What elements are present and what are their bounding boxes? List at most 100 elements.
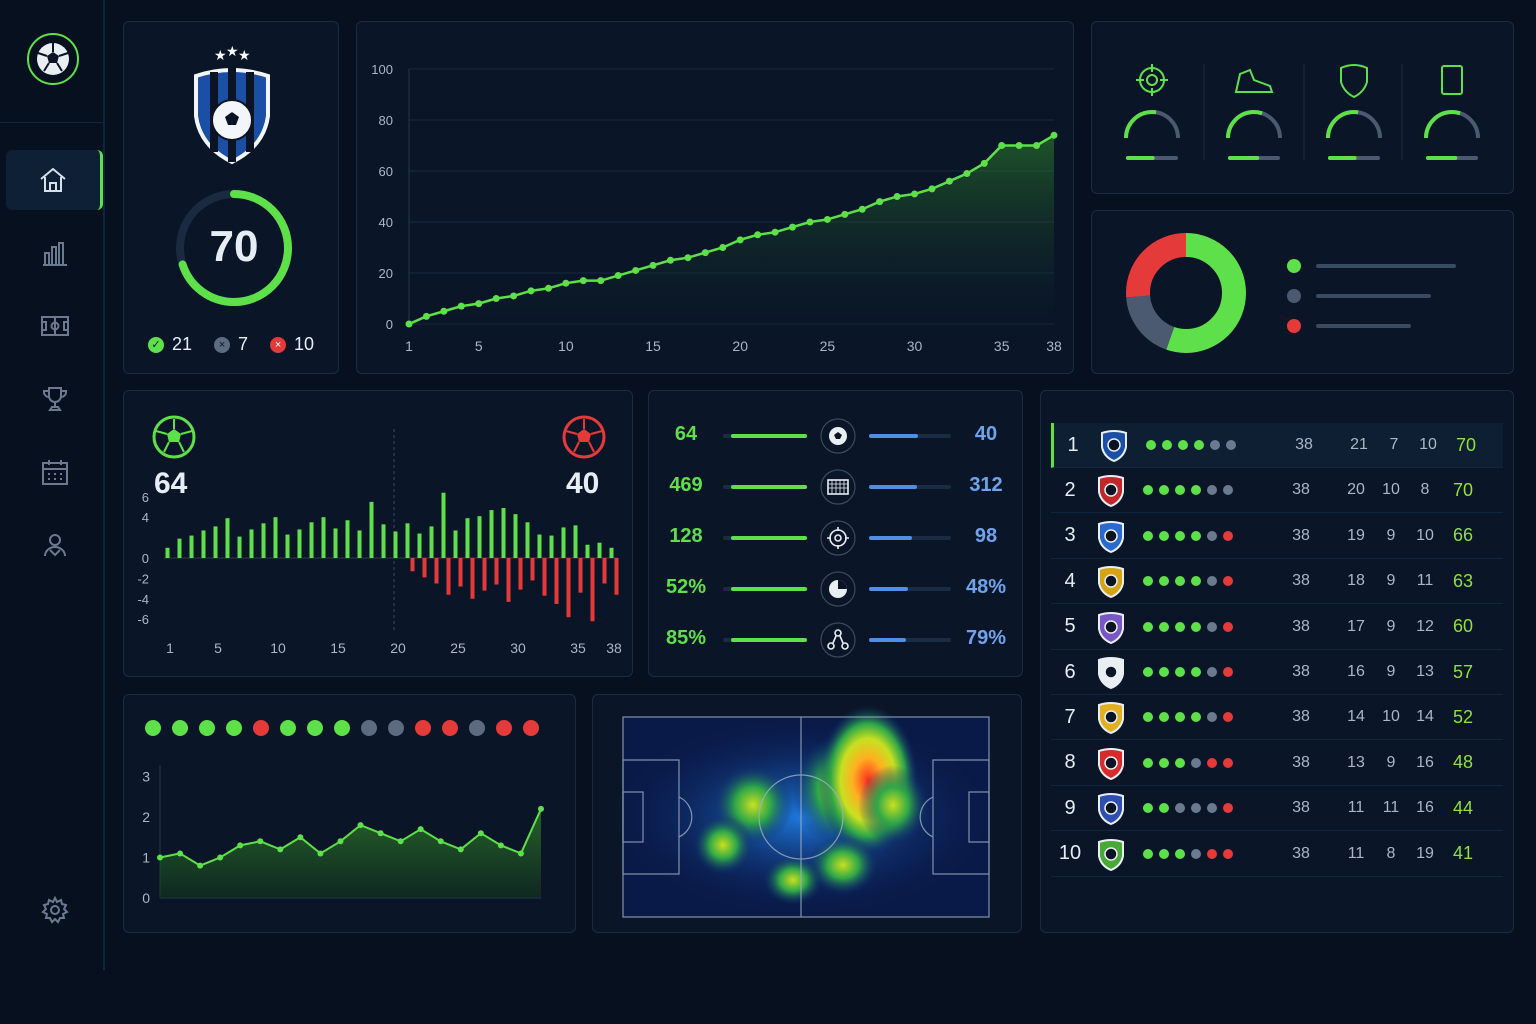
played: 38 [1292,663,1310,680]
form-result-dot [469,720,485,736]
drawn: 11 [1382,799,1400,817]
comparison-right-bar [869,434,951,438]
lost: 11 [1416,572,1434,590]
goals-against-bar [458,558,463,587]
comparison-right-value: 312 [969,474,1003,496]
table-row[interactable]: 6 38 16 9 13 57 [1051,650,1503,695]
team-crest-icon [1098,838,1124,871]
form-marker [197,862,204,869]
svg-text:★: ★ [214,47,227,63]
points-marker [649,261,657,269]
form-dot [1143,712,1153,723]
goals-for-bar [465,518,470,558]
draw-icon: × [214,336,231,353]
form-line [159,808,542,867]
comparison-right-value: 40 [974,423,998,445]
table-row[interactable]: 3 38 19 9 10 66 [1051,514,1503,559]
table-row[interactable]: 9 38 11 11 16 44 [1051,786,1503,832]
club-card: ★ ★ ★ 70 ✓ 21 × 7 × 10 [123,21,339,374]
comparison-left-fill [731,638,807,642]
nav-calendar[interactable] [6,442,103,502]
form-marker [538,805,544,812]
form-dot [1175,848,1185,859]
form-dot [1226,440,1236,450]
goals-for-bar [165,547,170,558]
nav-settings[interactable] [6,880,103,940]
form-marker [397,838,404,845]
form-dot [1210,440,1220,450]
table-row[interactable]: 4 38 18 9 11 63 [1051,559,1503,605]
nav-players[interactable] [6,515,103,575]
table-row[interactable]: 1 38 21 7 10 70 [1051,423,1503,468]
points-marker [1033,142,1041,149]
shield-icon [1340,64,1368,99]
y-tick-label: 2 [142,809,150,825]
sidebar-divider [0,122,103,123]
table-row[interactable]: 7 38 14 10 14 52 [1051,695,1503,741]
app-logo[interactable] [27,33,79,85]
form-dot [1159,485,1169,496]
x-tick-label: 10 [558,338,574,354]
x-tick-label: 20 [732,338,748,354]
recent-form [1143,576,1263,587]
form-dot [1191,621,1201,632]
x-tick-label: 38 [606,640,622,656]
y-tick-label: -2 [137,571,149,586]
goals-for-bar [477,516,482,558]
lost: 14 [1416,708,1434,726]
recent-form [1143,667,1263,677]
goals-for-bar [441,492,446,558]
nav-trophy[interactable] [6,369,103,429]
points-marker [632,266,640,274]
recent-form [1143,803,1263,814]
comparison-right-fill [869,587,909,591]
form-dot [1159,576,1169,587]
form-dot [1223,757,1233,768]
form-dot [1223,803,1233,814]
form-dot [1175,712,1185,723]
recent-form [1143,712,1263,723]
goals-against-bar [602,558,607,584]
goals-against-bar [578,558,583,593]
goals-against-bar [434,558,439,584]
points-marker [614,272,622,280]
goals-for-bar [417,533,422,558]
table-row[interactable]: 10 38 11 8 19 41 [1051,832,1503,877]
form-dot [1159,667,1169,677]
y-tick-label: 80 [379,113,393,128]
nav-home[interactable] [6,150,103,210]
kpi-bar-fill [1126,156,1155,160]
points-marker [823,215,831,223]
goals-chart: 640-2-4-61 5 10 15 20 25 30 35 38 [137,415,622,656]
table-row[interactable]: 5 38 17 9 12 60 [1051,605,1503,650]
comparison-row: 85% 79% [649,621,1024,659]
form-dot [1143,757,1153,768]
form-dot [1223,621,1233,632]
goals-for-bar [453,530,458,558]
played: 38 [1292,572,1310,590]
x-tick-label: 30 [907,338,923,354]
position: 10 [1058,842,1082,865]
comparison-left-value: 52% [665,576,707,598]
goals-against-bar [590,558,595,622]
points: 48 [1452,752,1474,773]
nav-stats[interactable] [6,223,103,283]
points-marker [527,287,535,295]
home-icon [40,167,66,192]
goals-against-bar [446,558,451,595]
recent-form [1143,485,1263,496]
legend-line [1316,324,1411,328]
nav-pitch[interactable] [6,296,103,356]
table-row[interactable]: 8 38 13 9 16 48 [1051,741,1503,786]
comparison-right-fill [869,485,917,489]
won: 18 [1347,572,1365,590]
goals-against-bar [542,558,547,596]
table-row[interactable]: 2 38 20 10 8 70 [1051,468,1503,514]
points-area [409,135,1054,324]
comparison-right-value: 48% [965,576,1007,598]
league-table: 1 38 21 7 10 70 2 38 20 10 8 70 3 [1040,390,1514,933]
lost: 16 [1416,753,1434,771]
team-crest-icon [1101,430,1127,463]
y-tick-label: -4 [137,592,149,607]
